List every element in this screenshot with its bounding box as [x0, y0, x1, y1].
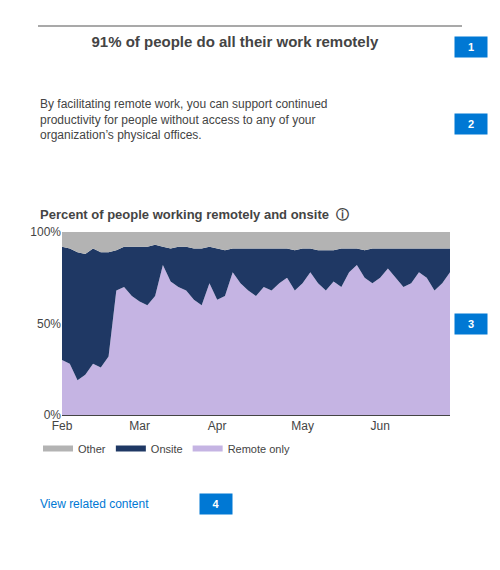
- svg-text:May: May: [291, 419, 314, 433]
- svg-text:Mar: Mar: [129, 419, 150, 433]
- svg-text:0%: 0%: [44, 408, 62, 422]
- svg-text:1: 1: [468, 41, 474, 53]
- svg-text:91% of people do all their wor: 91% of people do all their work remotely: [91, 33, 378, 50]
- svg-text:Onsite: Onsite: [151, 443, 183, 455]
- svg-text:View related content: View related content: [40, 497, 149, 511]
- svg-text:Other: Other: [78, 443, 106, 455]
- svg-text:Feb: Feb: [52, 419, 73, 433]
- svg-text:By facilitating remote work, y: By facilitating remote work, you can sup…: [40, 97, 327, 142]
- svg-text:3: 3: [468, 318, 474, 330]
- svg-text:Apr: Apr: [208, 419, 227, 433]
- svg-text:Jun: Jun: [370, 419, 389, 433]
- svg-text:Percent of people working remo: Percent of people working remotely and o…: [40, 207, 349, 222]
- svg-text:2: 2: [468, 118, 474, 130]
- svg-text:Remote only: Remote only: [228, 443, 290, 455]
- svg-text:4: 4: [213, 498, 220, 510]
- svg-text:50%: 50%: [37, 317, 61, 331]
- svg-text:100%: 100%: [30, 225, 61, 239]
